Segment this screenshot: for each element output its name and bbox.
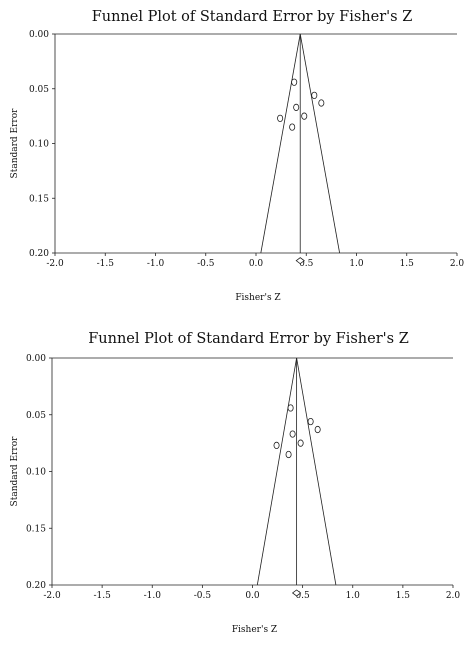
study-point xyxy=(318,99,325,107)
x-tick-label: 0.0 xyxy=(249,259,264,269)
study-point xyxy=(291,78,298,86)
y-tick-label: 0.15 xyxy=(26,524,46,534)
y-tick-label: 0.20 xyxy=(26,581,46,591)
study-point xyxy=(289,123,296,131)
x-tick-label: 1.5 xyxy=(400,259,415,269)
study-point xyxy=(277,114,284,122)
pooled-estimate-diamond xyxy=(295,257,305,265)
x-axis-label: Fisher's Z xyxy=(232,625,277,635)
x-tick-label: -1.0 xyxy=(144,591,162,601)
x-tick-label: 1.5 xyxy=(396,591,411,601)
x-tick-label: -1.5 xyxy=(93,591,111,601)
funnel-right-limit xyxy=(299,33,341,254)
x-tick-label: 0.5 xyxy=(299,259,314,269)
x-tick-label: -2.0 xyxy=(43,591,61,601)
chart-title: Funnel Plot of Standard Error by Fisher'… xyxy=(88,331,409,347)
y-tick-label: 0.10 xyxy=(26,468,46,478)
x-tick-label: 1.0 xyxy=(349,259,364,269)
x-tick-label: 2.0 xyxy=(446,591,461,601)
study-point xyxy=(297,439,304,447)
x-tick-label: 1.0 xyxy=(346,591,361,601)
study-point xyxy=(287,404,294,412)
funnel-right-limit xyxy=(296,357,337,586)
y-axis-label: Standard Error xyxy=(10,436,20,507)
x-tick-label: 0.0 xyxy=(245,591,260,601)
y-tick-label: 0.15 xyxy=(29,194,49,204)
funnel-plot-2: Funnel Plot of Standard Error by Fisher'… xyxy=(10,331,460,635)
x-tick-label: -0.5 xyxy=(194,591,212,601)
funnel-plot-1: Funnel Plot of Standard Error by Fisher'… xyxy=(10,9,464,303)
study-point xyxy=(273,441,280,449)
y-axis-label: Standard Error xyxy=(10,108,20,179)
study-point xyxy=(314,425,321,434)
x-tick-label: -1.5 xyxy=(97,259,115,269)
x-tick-label: -2.0 xyxy=(46,259,64,269)
y-tick-label: 0.00 xyxy=(26,354,46,364)
x-tick-label: -1.0 xyxy=(147,259,165,269)
funnel-left-limit xyxy=(256,357,298,586)
chart-title: Funnel Plot of Standard Error by Fisher'… xyxy=(92,9,413,25)
study-point xyxy=(289,430,296,438)
study-point xyxy=(307,417,314,426)
x-tick-label: 0.5 xyxy=(295,591,310,601)
study-point xyxy=(293,103,300,111)
x-axis-label: Fisher's Z xyxy=(235,293,280,303)
study-point xyxy=(311,91,318,99)
x-tick-label: -0.5 xyxy=(197,259,215,269)
y-tick-label: 0.05 xyxy=(26,411,46,421)
x-tick-label: 2.0 xyxy=(450,259,465,269)
study-point xyxy=(301,112,308,120)
funnel-left-limit xyxy=(260,33,301,254)
study-point xyxy=(285,450,292,459)
y-tick-label: 0.05 xyxy=(29,85,49,95)
y-tick-label: 0.20 xyxy=(29,249,49,259)
y-tick-label: 0.10 xyxy=(29,140,49,150)
pooled-estimate-diamond xyxy=(291,589,302,597)
y-tick-label: 0.00 xyxy=(29,30,49,40)
